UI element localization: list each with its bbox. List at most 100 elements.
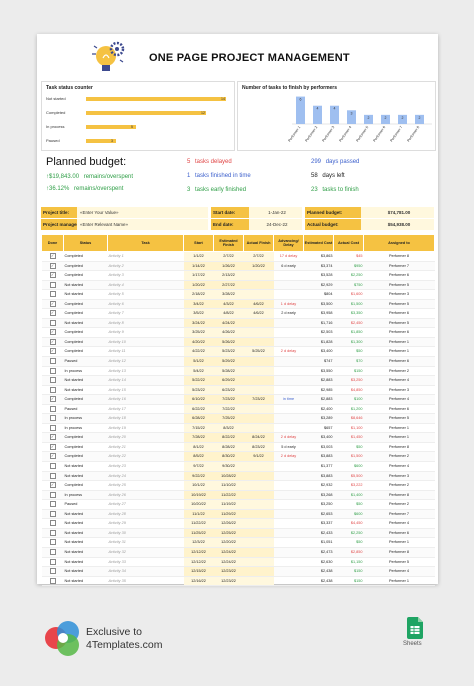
estimated-cost-cell: $1,716 [303,318,334,329]
done-checkbox[interactable] [49,568,56,575]
estimated-finish-cell: 4/8/22 [213,308,244,319]
task-cell: Activity 22 [107,451,184,463]
status-cell: Not started [63,537,108,548]
done-checkbox[interactable] [49,510,56,517]
done-checkbox[interactable] [49,558,56,565]
days-passed: 299 days passed [311,159,359,165]
actual-cost-cell: $750 [333,280,364,291]
done-checkbox[interactable] [49,415,56,422]
done-checkbox[interactable] [49,358,56,365]
actual-finish-cell [243,461,274,472]
status-cell: Completed [63,261,108,272]
performer-bar-value: 6 [300,98,302,102]
done-checkbox[interactable]: ✓ [49,262,56,269]
actual-finish-cell [243,337,274,348]
done-checkbox[interactable] [49,539,56,546]
project-manager-label: Project manager: [41,219,77,230]
done-checkbox[interactable]: ✓ [49,300,56,307]
estimated-cost-cell: $657 [303,423,334,434]
assigned-to-cell: Performer 3 [363,289,435,300]
status-bar [86,125,136,129]
estimated-cost-cell: $3,337 [303,518,334,529]
done-cell [41,557,64,568]
assigned-to-cell: Performer 2 [363,480,435,491]
task-cell: Activity 20 [107,432,184,443]
done-checkbox[interactable]: ✓ [49,434,56,441]
task-cell: Activity 34 [107,566,184,577]
project-manager-field[interactable]: «Enter Relevant Name» [77,219,208,230]
performer-bar-label: Performer 3 [321,125,335,142]
done-checkbox[interactable]: ✓ [49,348,56,355]
actual-finish-cell [243,375,274,386]
assigned-to-cell: Performer 1 [363,537,435,548]
assigned-to-cell: Performer 7 [363,509,435,520]
status-bar [86,111,206,115]
days-left-count: 58 [311,173,318,179]
budget-summary: Planned budget: ↑$19,843.00 remains/over… [41,154,434,199]
done-checkbox[interactable] [49,291,56,298]
done-checkbox[interactable]: ✓ [49,253,56,259]
estimated-finish-cell: 12/20/22 [213,537,244,548]
done-checkbox[interactable] [49,367,56,374]
estimated-cost-cell: $1,051 [303,537,334,548]
done-checkbox[interactable]: ✓ [49,272,56,279]
done-checkbox[interactable] [49,577,56,584]
table-row: Paused Activity 27 10/20/22 11/19/22 $3,250 $… [41,499,435,510]
done-checkbox[interactable]: ✓ [49,396,56,403]
estimated-finish-cell: 5/29/22 [213,356,244,367]
table-row: ✓ Completed Activity 11 4/22/22 5/23/22 5/25/… [41,346,435,357]
done-cell: ✓ [41,432,64,443]
done-checkbox[interactable] [49,520,56,527]
done-checkbox[interactable] [49,386,56,393]
done-checkbox[interactable] [49,377,56,384]
project-title-field[interactable]: «Enter Your Value» [77,207,208,218]
actual-finish-cell [243,385,274,396]
estimated-finish-cell: 2/13/22 [213,270,244,281]
start-cell: 5/4/22 [183,366,214,377]
end-date-field[interactable]: 24-Dec-22 [249,219,302,230]
start-cell: 5/23/22 [183,385,214,396]
tasks-delayed-label: tasks delayed [195,159,232,165]
actual-cost-cell: $1,600 [333,289,364,300]
done-checkbox[interactable] [49,463,56,470]
done-checkbox[interactable]: ✓ [49,443,56,450]
actual-cost-cell: $2,450 [333,318,364,329]
done-checkbox[interactable] [49,529,56,536]
done-checkbox[interactable] [49,424,56,431]
performer-bar [415,114,424,124]
performer-bar [364,114,373,124]
actual-cost-cell: $70 [333,356,364,367]
done-checkbox[interactable]: ✓ [49,338,56,345]
done-checkbox[interactable] [49,548,56,555]
estimated-cost-cell: $1,828 [303,337,334,348]
done-checkbox[interactable] [49,491,56,498]
start-cell: 7/28/22 [183,432,214,443]
done-checkbox[interactable]: ✓ [49,310,56,317]
table-header-row: Done Status Task Start Estimated Finish Actua… [41,234,435,252]
done-checkbox[interactable] [49,319,56,326]
done-checkbox[interactable]: ✓ [49,329,56,336]
advancing-delay-cell: in time [273,394,304,405]
column-header: Actual Cost [333,234,364,252]
start-date-field[interactable]: 1-Jan-22 [249,207,302,218]
done-checkbox[interactable] [49,501,56,508]
done-checkbox[interactable]: ✓ [49,482,56,489]
table-row: In process Activity 13 5/4/22 5/28/22 $3,550… [41,366,435,377]
assigned-to-cell: Performer 7 [363,261,435,272]
assigned-to-cell: Performer 3 [363,471,435,482]
done-checkbox[interactable]: ✓ [49,453,56,460]
status-cell: Not started [63,547,108,558]
performer-bar-value: 4 [317,107,319,111]
tasks-early-count: 3 [187,187,191,193]
done-cell: ✓ [41,251,64,262]
performer-bar-value: 2 [402,116,404,120]
task-cell: Activity 12 [107,356,184,367]
table-row: In process Activity 18 6/28/22 7/25/22 $3,28… [41,413,435,424]
done-checkbox[interactable] [49,405,56,412]
estimated-cost-cell: $3,374 [303,261,334,272]
status-cell: Not started [63,461,108,472]
done-checkbox[interactable] [49,472,56,479]
advancing-delay-cell: 2 d delay [273,346,304,357]
done-checkbox[interactable] [49,281,56,288]
done-cell [41,423,64,434]
